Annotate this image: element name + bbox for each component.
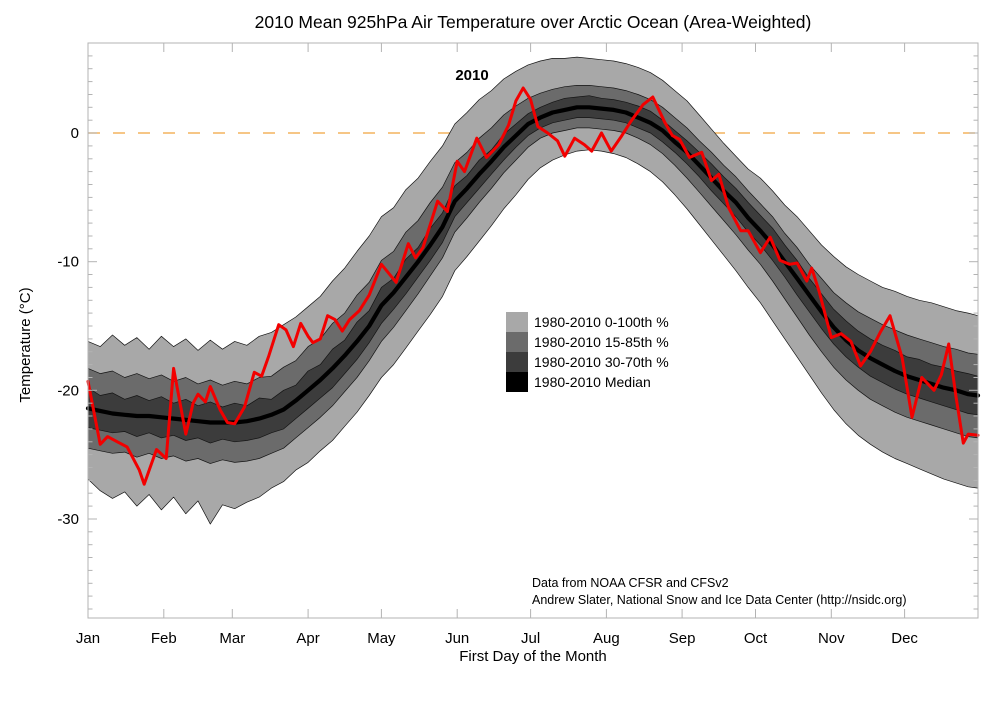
y-tick-label: -30 — [57, 511, 79, 528]
x-tick-label: Sep — [669, 630, 696, 647]
x-tick-label: Jun — [445, 630, 469, 647]
annotation-2010: 2010 — [455, 67, 488, 84]
plot-frame — [87, 42, 979, 619]
y-axis-label: Temperature (°C) — [17, 287, 34, 402]
x-tick-label: Nov — [818, 630, 845, 647]
legend-label-30-70: 1980-2010 30-70th % — [534, 354, 669, 370]
plot-layer: 0 -10 -20 -30 Jan Feb Mar Apr May Jun Jul Aug Sep Oct… — [57, 42, 981, 647]
legend: 1980-2010 0-100th % 1980-2010 15-85th % … — [506, 312, 669, 392]
x-tick-label: Jul — [521, 630, 540, 647]
x-tick-label: Feb — [151, 630, 177, 647]
line-2010 — [86, 86, 980, 486]
attribution-line1: Data from NOAA CFSR and CFSv2 — [532, 576, 729, 590]
attribution-line2: Andrew Slater, National Snow and Ice Dat… — [532, 593, 907, 607]
chart-title: 2010 Mean 925hPa Air Temperature over Ar… — [255, 12, 812, 32]
x-tick-label: Dec — [891, 630, 918, 647]
x-tick-label: May — [367, 630, 396, 647]
legend-label-median: 1980-2010 Median — [534, 374, 651, 390]
x-tick-label: Apr — [296, 630, 319, 647]
x-axis-label: First Day of the Month — [459, 648, 607, 665]
x-tick-label: Jan — [76, 630, 100, 647]
y-tick-label: -10 — [57, 254, 79, 271]
legend-swatch-30-70-icon — [506, 352, 528, 372]
y-tick-label: 0 — [71, 125, 79, 142]
y-tick-label: -20 — [57, 382, 79, 399]
x-tick-label: Mar — [219, 630, 245, 647]
legend-label-15-85: 1980-2010 15-85th % — [534, 334, 669, 350]
x-tick-label: Aug — [593, 630, 620, 647]
legend-swatch-median-icon — [506, 372, 528, 392]
legend-label-0-100: 1980-2010 0-100th % — [534, 314, 669, 330]
legend-swatch-0-100-icon — [506, 312, 528, 332]
legend-swatch-15-85-icon — [506, 332, 528, 352]
x-tick-label: Oct — [744, 630, 768, 647]
